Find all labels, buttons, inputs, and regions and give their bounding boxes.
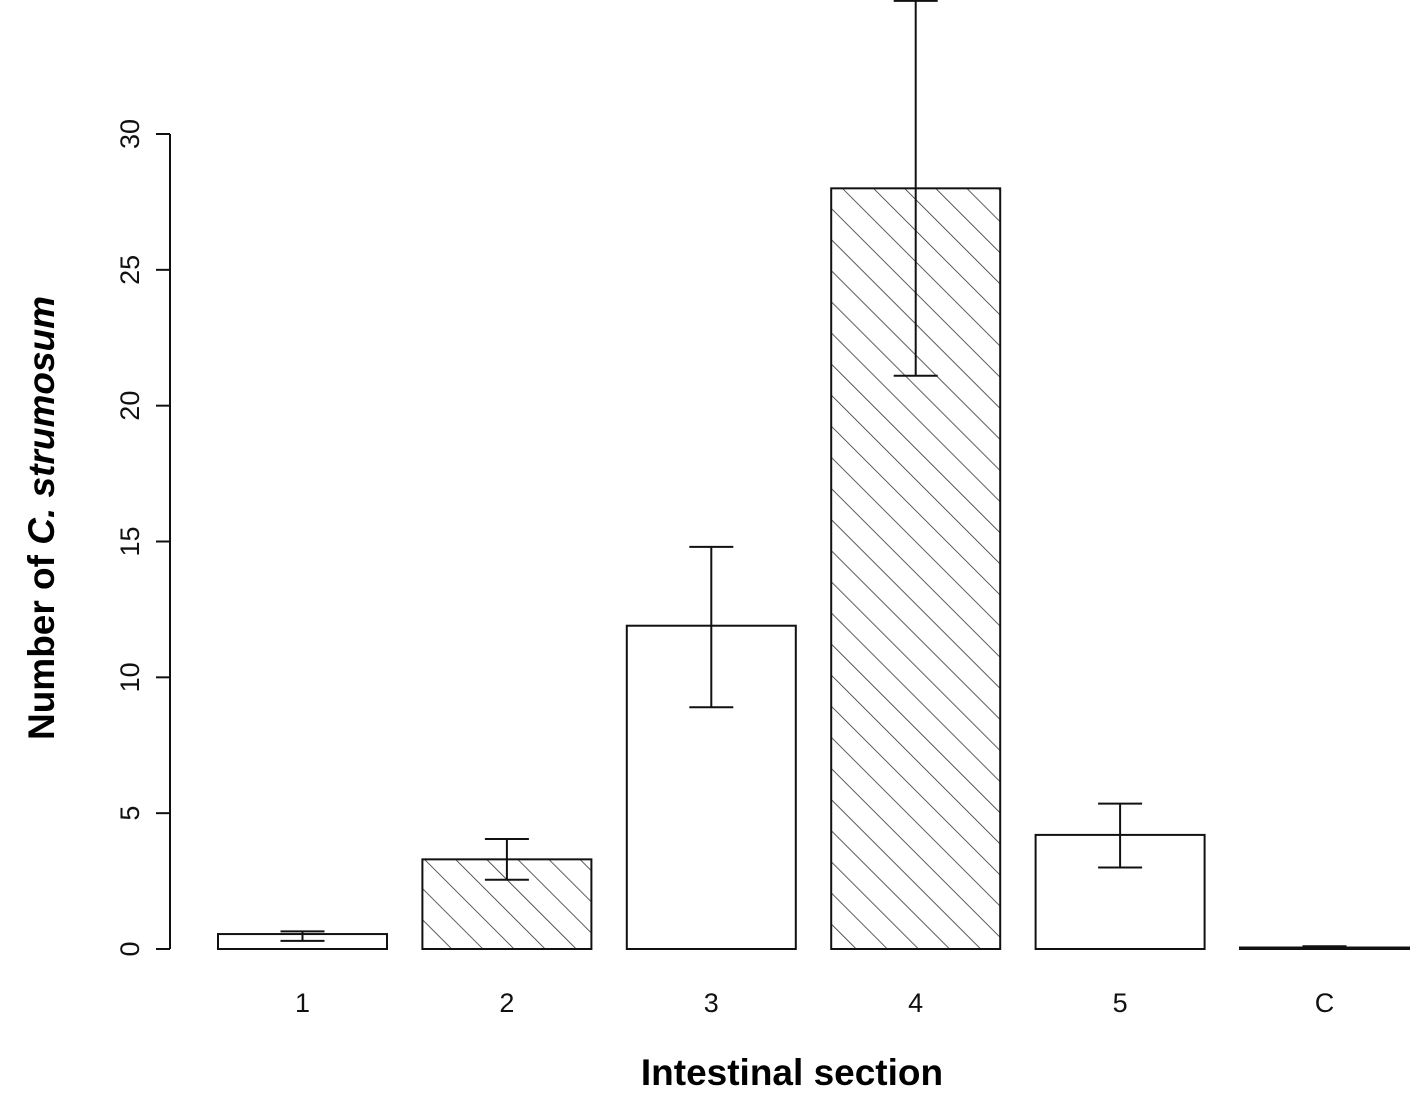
- error-bar-2: [484, 837, 529, 881]
- x-tick-label: C: [1315, 988, 1335, 1018]
- x-tick-label: 2: [499, 988, 514, 1018]
- y-tick-label: 20: [115, 391, 145, 421]
- y-axis-title: Number of C. strumosum: [21, 296, 62, 740]
- x-axis-title: Intestinal section: [641, 1052, 943, 1093]
- y-tick-label: 5: [115, 806, 145, 821]
- y-axis-title-species: C. strumosum: [21, 296, 62, 545]
- error-bar-3: [689, 545, 734, 709]
- y-tick-label: 0: [115, 941, 145, 956]
- y-axis-title-prefix: Number of: [21, 545, 62, 740]
- y-tick-label: 25: [115, 255, 145, 285]
- x-tick-label: 5: [1113, 988, 1128, 1018]
- x-tick-labels: 1 2 3 4 5 C: [295, 988, 1334, 1018]
- x-tick-label: 1: [295, 988, 310, 1018]
- error-bar-C: [1302, 945, 1347, 950]
- y-axis: 0 5 10 15 20 25 30: [115, 119, 171, 957]
- error-bar-4: [893, 0, 938, 377]
- error-bar-1: [280, 930, 325, 942]
- y-tick-label: 30: [115, 119, 145, 149]
- error-bars: [280, 0, 1347, 950]
- bars: [217, 187, 1410, 951]
- x-tick-label: 4: [908, 988, 923, 1018]
- error-bar-5: [1098, 802, 1143, 869]
- y-tick-label: 15: [115, 526, 145, 556]
- y-tick-label: 10: [115, 662, 145, 692]
- x-tick-label: 3: [704, 988, 719, 1018]
